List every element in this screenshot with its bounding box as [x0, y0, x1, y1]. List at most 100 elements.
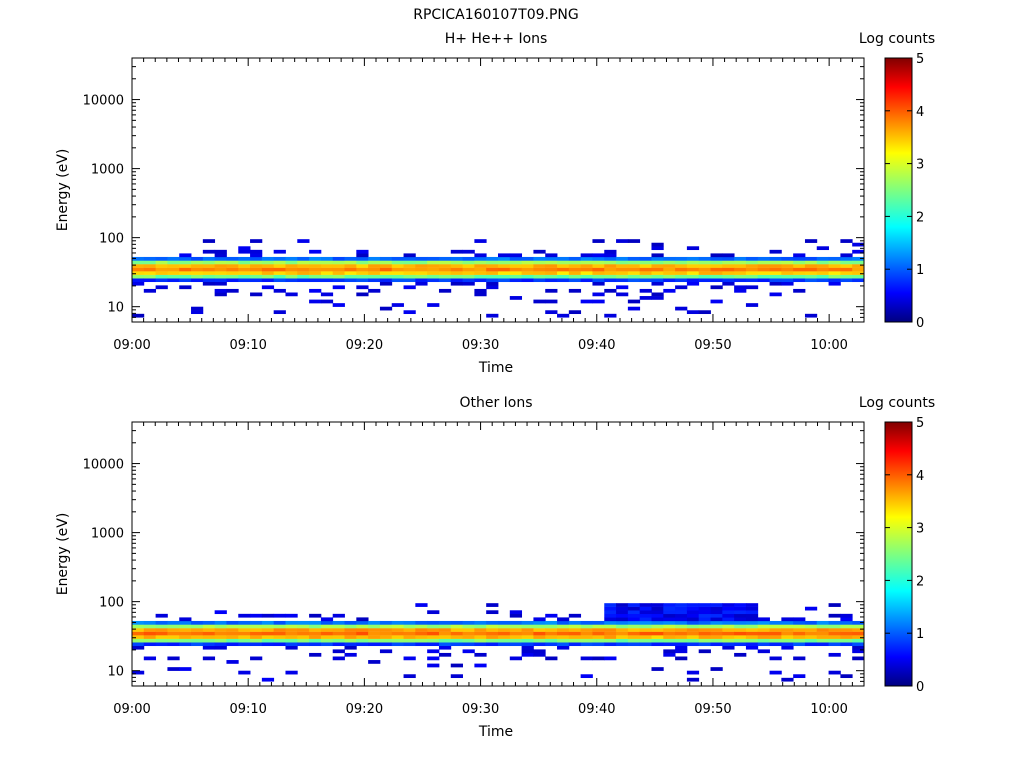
panel-1-heat-cell	[155, 278, 168, 283]
panel-2-heat-cell	[781, 617, 794, 622]
panel-2-heat-cell	[450, 638, 463, 643]
panel-1-heat-cell	[332, 264, 345, 268]
panel-2-heat-cell	[226, 638, 239, 643]
panel-2-heat-cell	[592, 620, 605, 625]
panel-2-heat-cell	[734, 610, 747, 615]
panel-1-heat-cell	[356, 253, 369, 258]
panel-2-heat-cell	[344, 624, 357, 629]
panel-1-heat-cell	[745, 264, 759, 268]
panel-2-heat-cell	[722, 610, 735, 615]
panel-1-heat-cell	[710, 253, 723, 258]
panel-2-heat-cell	[852, 638, 865, 643]
panel-1-heat-cell	[840, 267, 853, 272]
panel-2-heat-cell	[509, 613, 523, 618]
panel-2-heat-cell	[663, 610, 676, 615]
panel-1-heat-cell	[781, 274, 794, 279]
panel-2-heat-cell	[285, 631, 298, 636]
panel-2-heat-cell	[403, 628, 416, 632]
panel-2-heat-cell	[250, 628, 263, 632]
panel-2-heat-cell	[627, 620, 641, 625]
panel-1-heat-cell	[438, 274, 452, 279]
panel-1-heat-cell	[427, 256, 440, 261]
panel-2-heat-cell	[722, 613, 735, 618]
panel-1-heat-cell	[568, 278, 582, 283]
panel-2-heat-cell	[604, 606, 617, 611]
panel-1-heat-cell	[686, 246, 700, 251]
panel-1-heat-cell	[320, 274, 334, 279]
panel-1-heat-cell	[368, 264, 381, 268]
panel-2-heat-cell	[651, 667, 664, 671]
panel-1-heat-cell	[852, 242, 865, 247]
panel-1-heat-cell	[167, 278, 180, 283]
panel-2-heat-cell	[214, 610, 227, 615]
panel-1-heat-cell	[852, 274, 865, 279]
panel-2-heat-cell	[226, 620, 239, 625]
panel-1-heat-cell	[651, 264, 664, 268]
panel-2-heat-cell	[710, 638, 723, 643]
panel-2-heat-cell	[616, 610, 629, 615]
panel-1-heat-cell	[498, 253, 511, 258]
panel-1-heat-cell	[344, 271, 357, 275]
panel-2-heat-cell	[675, 613, 688, 618]
panel-2-heat-cell	[132, 635, 145, 639]
panel-1-heat-cell	[663, 274, 676, 279]
panel-2-heat-cell	[344, 628, 357, 632]
panel-2-heat-cell	[533, 628, 546, 632]
panel-2-heat-cell	[356, 631, 369, 636]
panel-1-heat-cell	[675, 271, 688, 275]
panel-1-heat-cell	[143, 267, 157, 272]
panel-1-heat-cell	[438, 264, 452, 268]
panel-1-heat-cell	[356, 267, 369, 272]
panel-2-heat-cell	[415, 620, 428, 625]
panel-2-heat-cell	[745, 603, 759, 607]
panel-2-heat-cell	[462, 631, 475, 636]
panel-1-heat-cell	[250, 260, 263, 265]
panel-2-heat-cell	[663, 649, 676, 654]
panel-1-heat-cell	[438, 288, 452, 293]
panel-1-heat-cell	[745, 285, 759, 290]
panel-2-heat-cell	[132, 638, 145, 643]
panel-2-heat-cell	[261, 635, 275, 639]
panel-1-heat-cell	[509, 253, 523, 258]
panel-1-heat-cell	[545, 278, 558, 283]
panel-2-heat-cell	[675, 603, 688, 607]
panel-1-heat-cell	[368, 274, 381, 279]
panel-2-heat-cell	[509, 642, 523, 647]
panel-2-heat-cell	[722, 603, 735, 607]
panel-1-heat-cell	[592, 267, 605, 272]
panel-2-heat-cell	[403, 656, 416, 661]
panel-1-heat-cell	[580, 278, 593, 283]
panel-1-heat-cell	[132, 281, 145, 286]
panel-2-heat-cell	[840, 624, 853, 629]
panel-1-heat-cell	[202, 260, 216, 265]
panel-2-heat-cell	[580, 674, 593, 679]
panel-1-heat-cell	[309, 278, 322, 283]
panel-2-heat-cell	[498, 638, 511, 643]
panel-1-heat-cell	[391, 256, 404, 261]
panel-2-heat-cell	[250, 638, 263, 643]
panel-1-heat-cell	[462, 260, 475, 265]
panel-1-heat-cell	[769, 267, 782, 272]
panel-2-colorbar-ticks: 0 1 2 3 4 5	[885, 416, 924, 695]
panel-1-heat-cell	[781, 278, 794, 283]
panel-2-heat-cell	[710, 617, 723, 622]
panel-2-heat-cell	[438, 638, 452, 643]
panel-2-heat-cell	[368, 631, 381, 636]
panel-1-heat-cell	[627, 264, 641, 268]
panel-2-heat-cell	[686, 624, 700, 629]
panel-1-heat-cell	[379, 267, 393, 272]
panel-2-heat-cell	[710, 631, 723, 636]
panel-1-heat-cell	[309, 271, 322, 275]
panel-2-heat-cell	[686, 677, 700, 682]
panel-2-heat-cell	[167, 638, 180, 643]
panel-1-heat-cell	[651, 260, 664, 265]
panel-2-heat-cell	[545, 620, 558, 625]
panel-2-heat-cell	[415, 631, 428, 636]
panel-1-heat-cell	[179, 278, 192, 283]
panel-1-heat-cell	[226, 264, 239, 268]
panel-1-heat-cell	[403, 274, 416, 279]
panel-2-heat-cell	[545, 613, 558, 618]
panel-2-heat-cell	[639, 631, 652, 636]
panel-1-heat-cell	[852, 271, 865, 275]
